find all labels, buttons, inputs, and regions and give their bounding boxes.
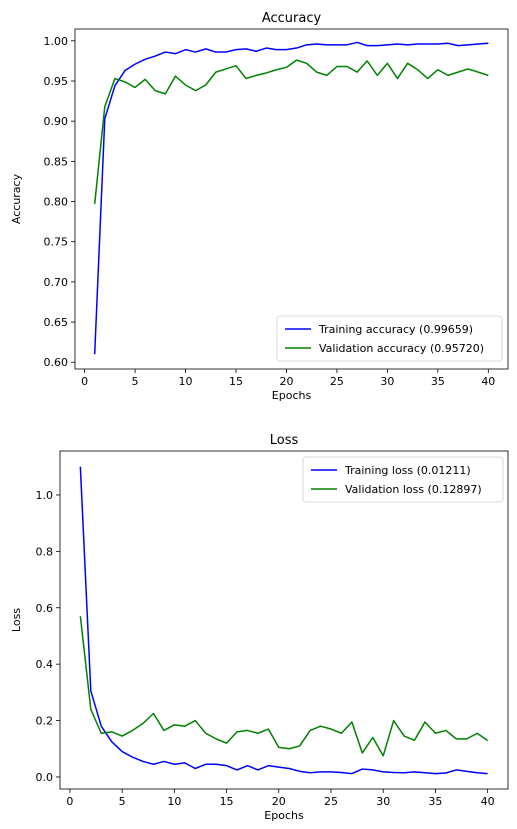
x-tick-label: 0 [81, 375, 88, 388]
x-tick-label: 5 [132, 375, 139, 388]
y-tick-label: 0.2 [36, 715, 54, 728]
y-tick-label: 0.65 [44, 316, 69, 329]
x-tick-label: 15 [229, 375, 243, 388]
legend: Training accuracy (0.99659) Validation ac… [277, 316, 502, 361]
y-tick-label: 0.70 [44, 276, 69, 289]
chart-title: Loss [270, 433, 299, 448]
series-line-validation [80, 616, 487, 756]
legend-entry: Validation accuracy (0.95720) [319, 342, 484, 355]
y-axis-label: Loss [10, 608, 23, 632]
x-tick-label: 30 [376, 795, 390, 808]
x-axis-label: Epochs [264, 809, 304, 822]
chart-accuracy: 0 5 10 15 20 25 30 35 40 0.60 0.65 0.70 0.75 0.80 0.85… [10, 11, 508, 402]
x-axis-label: Epochs [272, 389, 312, 402]
y-axis-label: Accuracy [10, 173, 23, 224]
legend: Training loss (0.01211) Validation loss (… [303, 457, 503, 502]
y-tick-label: 0.0 [36, 771, 54, 784]
chart-loss: 0 5 10 15 20 25 30 35 40 0.0 0.2 0.4 0.6 0.8 1.0 Loss Ep… [10, 433, 508, 822]
x-tick-label: 20 [279, 375, 293, 388]
x-tick-label: 15 [220, 795, 234, 808]
x-tick-label: 30 [380, 375, 394, 388]
legend-entry: Validation loss (0.12897) [345, 483, 482, 496]
y-tick-label: 0.95 [44, 75, 69, 88]
x-tick-label: 20 [272, 795, 286, 808]
y-tick-label: 0.4 [36, 658, 54, 671]
y-tick-label: 1.0 [36, 489, 54, 502]
x-tick-label: 10 [167, 795, 181, 808]
series-line-training [80, 467, 487, 774]
y-tick-label: 0.6 [36, 602, 54, 615]
x-tick-label: 10 [179, 375, 193, 388]
y-tick-label: 0.80 [44, 196, 69, 209]
y-tick-label: 1.00 [44, 35, 69, 48]
x-tick-label: 35 [428, 795, 442, 808]
x-tick-label: 25 [324, 795, 338, 808]
x-tick-label: 5 [119, 795, 126, 808]
x-tick-label: 40 [481, 795, 495, 808]
x-tick-label: 25 [330, 375, 344, 388]
y-tick-label: 0.60 [44, 356, 69, 369]
legend-entry: Training loss (0.01211) [344, 464, 471, 477]
chart-title: Accuracy [262, 11, 322, 26]
x-tick-label: 35 [431, 375, 445, 388]
y-tick-label: 0.85 [44, 155, 69, 168]
y-tick-label: 0.75 [44, 236, 69, 249]
series-line-validation [95, 60, 489, 204]
y-tick-label: 0.8 [36, 545, 54, 558]
x-tick-label: 0 [66, 795, 73, 808]
y-tick-label: 0.90 [44, 115, 69, 128]
legend-entry: Training accuracy (0.99659) [318, 323, 473, 336]
x-tick-label: 40 [481, 375, 495, 388]
